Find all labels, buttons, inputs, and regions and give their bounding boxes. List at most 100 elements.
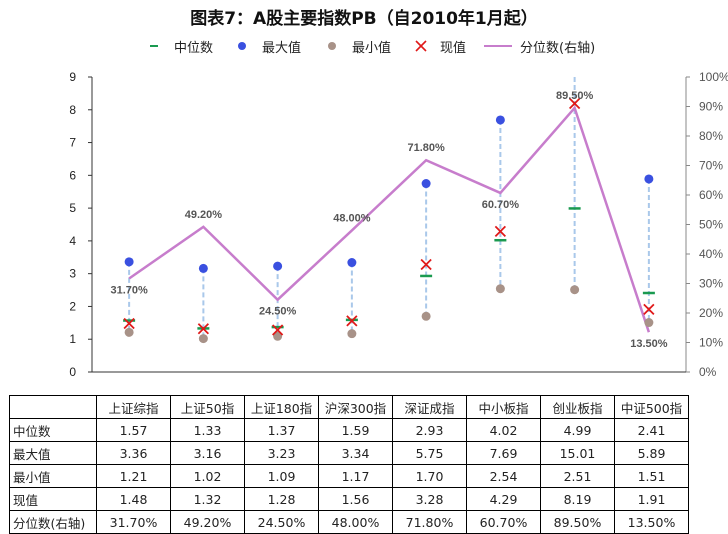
percentile-data-label: 89.50% (556, 90, 594, 102)
table-cell: 3.23 (244, 441, 319, 465)
legend-label-median: 中位数 (174, 40, 214, 56)
table-corner-cell (9, 395, 97, 419)
table-category-cell: 上证180指 (244, 395, 319, 419)
table-cell: 71.80% (392, 510, 467, 534)
min-point (570, 285, 580, 295)
table-cell: 3.16 (170, 441, 245, 465)
table-cell: 2.41 (614, 418, 689, 442)
table-row: 中位数 1.57 1.33 1.37 1.59 2.93 4.02 4.99 2.41 (9, 418, 689, 442)
y-left-tick-label: 1 (69, 332, 76, 346)
blue-dot-marker-icon (234, 36, 256, 56)
table-cell: 4.29 (466, 487, 541, 511)
table-cell: 2.51 (540, 464, 615, 488)
table-cell: 1.32 (170, 487, 245, 511)
min-point (495, 284, 505, 294)
max-point (124, 257, 134, 267)
current-mark (420, 258, 432, 271)
legend-label-percentile: 分位数(右轴) (520, 40, 596, 56)
table-row: 最小值 1.21 1.02 1.09 1.17 1.70 2.54 2.51 1.51 (9, 464, 689, 488)
max-point (198, 263, 208, 273)
table-cell: 3.36 (96, 441, 171, 465)
table-cell: 1.21 (96, 464, 171, 488)
red-x-marker-icon (412, 36, 434, 56)
percentile-data-label: 48.00% (333, 212, 371, 224)
table-category-cell: 上证综指 (96, 395, 171, 419)
y-left-tick-label: 7 (69, 136, 76, 150)
table-cell: 2.54 (466, 464, 541, 488)
table-cell: 49.20% (170, 510, 245, 534)
current-mark (271, 324, 284, 336)
table-cell: 1.91 (614, 487, 689, 511)
table-category-cell: 中证500指 (614, 395, 689, 419)
percentile-data-label: 13.50% (630, 338, 668, 350)
current-mark (346, 315, 358, 327)
table-row: 现值 1.48 1.32 1.28 1.56 3.28 4.29 8.19 1.91 (9, 487, 689, 511)
table-category-cell: 创业板指 (540, 395, 615, 419)
y-left-tick-label: 0 (69, 365, 76, 379)
current-mark (197, 323, 210, 335)
legend-label-current: 现值 (440, 40, 467, 56)
table-cell: 2.93 (392, 418, 467, 442)
table-cell: 24.50% (244, 510, 319, 534)
table-row-header: 现值 (9, 487, 97, 511)
table-category-cell: 中小板指 (466, 395, 541, 419)
table-cell: 1.33 (170, 418, 245, 442)
legend-label-max: 最大值 (262, 40, 302, 56)
min-point (347, 329, 357, 339)
table-row-header: 最小值 (9, 464, 97, 488)
percentile-data-label: 71.80% (407, 142, 445, 154)
y-right-tick-label: 50% (699, 218, 723, 232)
y-left-tick-label: 3 (69, 267, 76, 281)
table-cell: 1.57 (96, 418, 171, 442)
max-point (495, 115, 505, 125)
table-cell: 5.89 (614, 441, 689, 465)
min-point (421, 311, 431, 321)
y-right-tick-label: 40% (699, 247, 723, 261)
legend-item-percentile: 分位数(右轴) (484, 36, 595, 56)
table-category-cell: 上证50指 (170, 395, 245, 419)
table-cell: 1.09 (244, 464, 319, 488)
table-cell: 1.28 (244, 487, 319, 511)
table-cell: 1.37 (244, 418, 319, 442)
y-right-tick-label: 70% (699, 159, 723, 173)
legend-label-min: 最小值 (352, 40, 392, 56)
min-point (644, 318, 654, 328)
table-cell: 1.17 (318, 464, 393, 488)
table-cell: 89.50% (540, 510, 615, 534)
table-cell: 8.19 (540, 487, 615, 511)
current-mark (123, 317, 135, 330)
table-row: 分位数(右轴) 31.70% 49.20% 24.50% 48.00% 71.80% 60.… (9, 510, 689, 534)
y-right-tick-label: 80% (699, 129, 723, 143)
table-cell: 1.70 (392, 464, 467, 488)
taupe-dot-marker-icon (324, 36, 346, 56)
y-right-tick-label: 30% (699, 277, 723, 291)
table-row-header: 分位数(右轴) (9, 510, 97, 534)
table-cell: 60.70% (466, 510, 541, 534)
min-point (198, 334, 208, 344)
table-cell: 3.28 (392, 487, 467, 511)
pb-chart: 01234567890%10%20%30%40%50%60%70%80%90%1… (69, 70, 728, 379)
y-left-tick-label: 2 (69, 299, 76, 313)
table-cell: 31.70% (96, 510, 171, 534)
table-category-row: 上证综指 上证50指 上证180指 沪深300指 深证成指 中小板指 创业板指 … (9, 395, 689, 419)
y-left-tick-label: 9 (69, 70, 76, 84)
min-point (273, 331, 283, 341)
percentile-data-label: 49.20% (185, 209, 223, 221)
legend-item-median: 中位数 (146, 36, 213, 56)
max-point (347, 258, 357, 268)
current-mark (494, 225, 507, 238)
percentile-data-label: 24.50% (259, 306, 297, 318)
y-left-tick-label: 4 (69, 234, 76, 248)
legend-item-min: 最小值 (324, 36, 391, 56)
max-point (421, 179, 431, 189)
chart-legend: 中位数 最大值 最小值 现值 分位数(右轴) (0, 36, 728, 58)
table-cell: 7.69 (466, 441, 541, 465)
table-category-cell: 沪深300指 (318, 395, 393, 419)
y-right-tick-label: 100% (699, 70, 728, 84)
table-category-cell: 深证成指 (392, 395, 467, 419)
table-cell: 4.02 (466, 418, 541, 442)
table-cell: 48.00% (318, 510, 393, 534)
percentile-data-label: 60.70% (482, 199, 520, 211)
min-point (124, 327, 134, 337)
table-row-header: 中位数 (9, 418, 97, 442)
